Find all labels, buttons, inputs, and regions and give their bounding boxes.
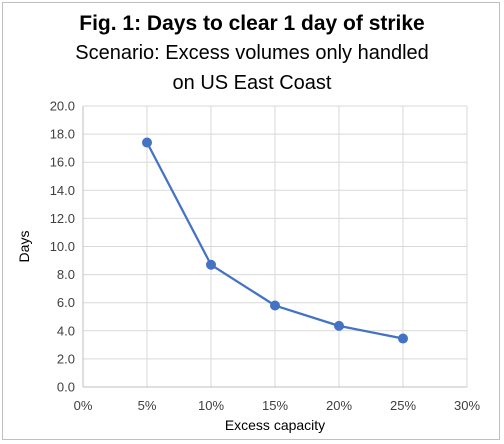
tick-labels: 0% 5% 10% 15% 20% 25% 30% 0.0 2.0 4.0 6.0 8.0 10.0 12… (50, 99, 481, 414)
y-tick-label: 8.0 (57, 267, 75, 282)
x-tick-label: 20% (326, 398, 352, 413)
chart-subtitle-line-2: on US East Coast (172, 72, 332, 94)
y-tick-label: 16.0 (50, 155, 75, 170)
data-point (334, 320, 344, 331)
x-tick-label: 5% (138, 398, 157, 413)
y-axis-title: Days (16, 231, 32, 263)
series-layer (142, 137, 408, 344)
chart-frame (2, 2, 500, 440)
x-tick-label: 10% (198, 398, 224, 413)
axes (82, 106, 467, 388)
chart-subtitle-line-1: Scenario: Excess volumes only handled (75, 42, 429, 64)
y-tick-label: 2.0 (57, 351, 75, 366)
y-tick-label: 4.0 (57, 323, 75, 338)
y-tick-label: 20.0 (50, 99, 75, 114)
y-tick-label: 0.0 (57, 380, 75, 395)
data-point (206, 259, 216, 270)
data-point (142, 137, 152, 148)
data-point (398, 333, 408, 344)
y-tick-label: 12.0 (50, 211, 75, 226)
y-tick-label: 10.0 (50, 239, 75, 254)
x-axis-title: Excess capacity (225, 417, 325, 433)
data-point (270, 300, 280, 311)
y-tick-label: 6.0 (57, 295, 75, 310)
y-tick-label: 14.0 (50, 183, 75, 198)
x-tick-label: 0% (74, 398, 93, 413)
chart-title: Fig. 1: Days to clear 1 day of strike (79, 12, 425, 35)
x-tick-label: 15% (262, 398, 288, 413)
x-tick-label: 25% (390, 398, 416, 413)
gridlines (83, 105, 468, 387)
x-tick-label: 30% (454, 398, 480, 413)
y-tick-label: 18.0 (50, 127, 75, 142)
